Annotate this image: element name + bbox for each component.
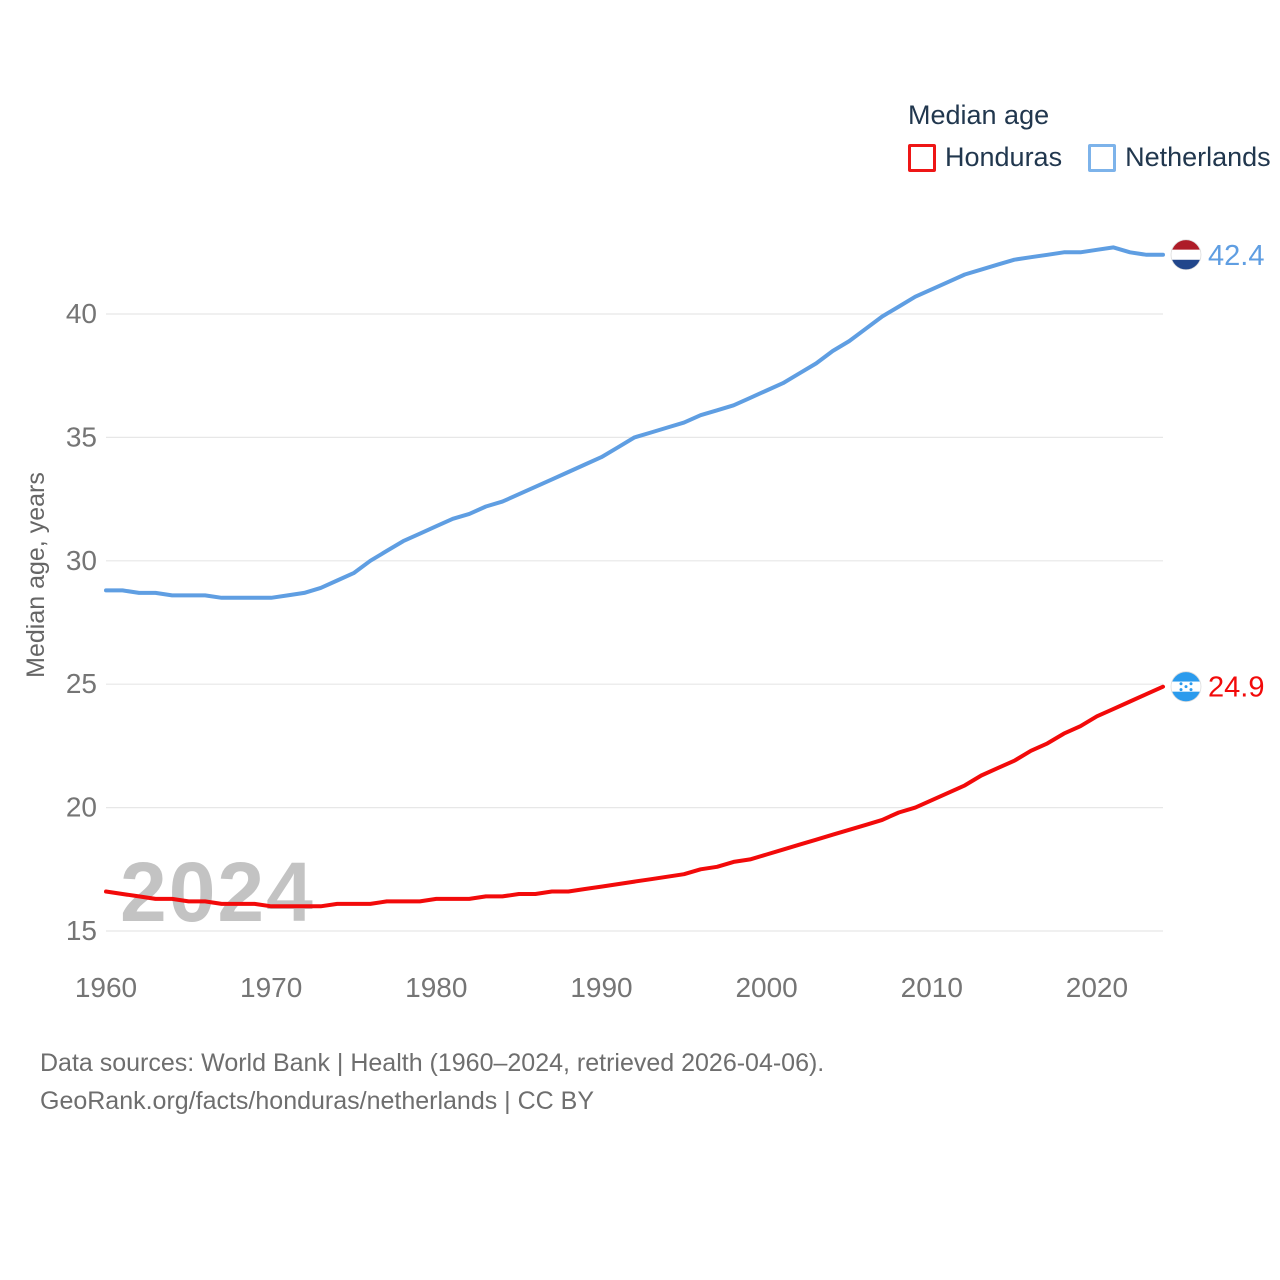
y-axis-tick-label: 30 xyxy=(66,545,97,576)
legend-label-honduras: Honduras xyxy=(945,142,1063,172)
series-lines xyxy=(104,245,1165,909)
footer: Data sources: World Bank | Health (1960–… xyxy=(40,1044,824,1120)
legend-label-netherlands: Netherlands xyxy=(1125,142,1271,172)
honduras-swatch-icon xyxy=(908,143,936,172)
legend-title: Median age xyxy=(908,100,1050,130)
x-axis-tick-label: 2000 xyxy=(735,972,797,1003)
flag-star xyxy=(1179,688,1183,692)
footer-attribution: GeoRank.org/facts/honduras/netherlands |… xyxy=(40,1087,595,1115)
series-line-honduras[interactable] xyxy=(104,684,1165,909)
legend: Median age Honduras Netherlands xyxy=(908,100,1271,173)
series-line-netherlands[interactable] xyxy=(104,245,1165,600)
x-axis-tick-label: 1990 xyxy=(570,972,632,1003)
x-axis-tick-label: 1960 xyxy=(75,972,137,1003)
x-axis-tick-label: 2020 xyxy=(1066,972,1128,1003)
flag-star xyxy=(1179,682,1183,686)
y-axis-tick-label: 35 xyxy=(66,421,97,452)
y-axis-tick-label: 40 xyxy=(66,298,97,329)
watermark-year: 2024 xyxy=(120,845,315,939)
flag-star xyxy=(1189,688,1193,692)
x-axis-tick-label: 2010 xyxy=(901,972,963,1003)
y-axis-tick-label: 20 xyxy=(66,792,97,823)
legend-item-netherlands[interactable]: Netherlands xyxy=(1088,142,1271,173)
series-end-value-netherlands: 42.4 xyxy=(1208,240,1264,272)
series-end-markers: 24.9 42.4 xyxy=(1170,239,1264,704)
honduras-flag-icon xyxy=(1170,671,1202,703)
y-axis-tick-label: 15 xyxy=(66,915,97,946)
y-axis-tick-label: 25 xyxy=(66,668,97,699)
legend-items: Honduras Netherlands xyxy=(908,142,1271,173)
flag-star xyxy=(1189,682,1193,686)
x-axis-tick-label: 1980 xyxy=(405,972,467,1003)
series-end-value-honduras: 24.9 xyxy=(1208,672,1264,704)
x-axis-tick-label: 1970 xyxy=(240,972,302,1003)
y-axis-title: Median age, years xyxy=(22,472,50,678)
x-axis-tick-labels: 1960 1970 1980 1990 2000 2010 2020 xyxy=(75,972,1128,1003)
legend-item-honduras[interactable]: Honduras xyxy=(908,142,1062,173)
y-axis-tick-labels: 15 20 25 30 35 40 xyxy=(66,298,97,946)
netherlands-swatch-icon xyxy=(1088,143,1117,172)
flag-star xyxy=(1184,685,1188,689)
gridlines xyxy=(106,313,1163,932)
netherlands-flag-icon xyxy=(1170,239,1202,271)
footer-data-sources: Data sources: World Bank | Health (1960–… xyxy=(40,1049,825,1077)
